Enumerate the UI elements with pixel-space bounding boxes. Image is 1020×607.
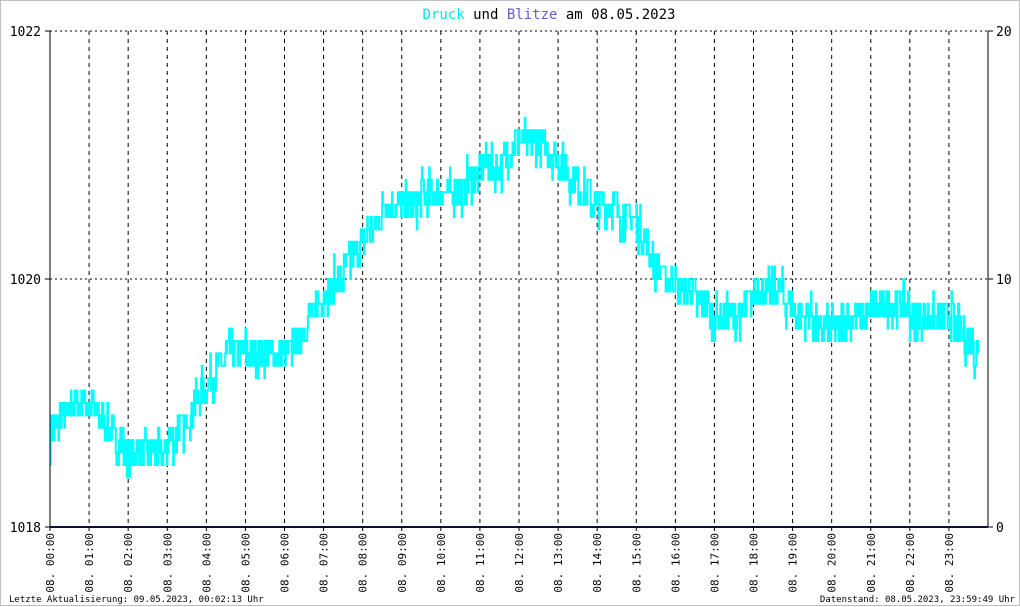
x-tick-label: 08. 18:00 <box>748 533 761 593</box>
x-tick-label: 08. 12:00 <box>513 533 526 593</box>
title-blitze: Blitze <box>507 7 558 23</box>
pressure-series <box>49 116 980 479</box>
y-left-tick-label: 1020 <box>10 273 41 288</box>
y-right-tick-label: 0 <box>996 521 1004 536</box>
x-tick-label: 08. 03:00 <box>161 533 174 593</box>
x-tick-label: 08. 08:00 <box>357 533 370 593</box>
title-druck: Druck <box>423 7 466 23</box>
x-tick-label: 08. 02:00 <box>122 533 135 593</box>
x-tick-label: 08. 13:00 <box>552 533 565 593</box>
grid-lines <box>50 30 988 528</box>
y-left-tick-label: 1018 <box>10 521 41 536</box>
footer-last-update: Letzte Aktualisierung: 09.05.2023, 00:02… <box>9 595 264 605</box>
y-left-tick-label: 1022 <box>10 25 41 40</box>
x-tick-label: 08. 15:00 <box>630 533 643 593</box>
x-tick-label: 08. 09:00 <box>396 533 409 593</box>
footer-data-status: Datenstand: 08.05.2023, 23:59:49 Uhr <box>820 595 1016 605</box>
x-tick-label: 08. 20:00 <box>826 533 839 593</box>
y-right-tick-label: 10 <box>996 273 1012 288</box>
x-tick-label: 08. 05:00 <box>239 533 252 593</box>
x-tick-label: 08. 22:00 <box>904 533 917 593</box>
y-right-tick-label: 20 <box>996 25 1012 40</box>
x-tick-label: 08. 17:00 <box>708 533 721 593</box>
x-tick-label: 08. 14:00 <box>591 533 604 593</box>
x-tick-label: 08. 21:00 <box>865 533 878 593</box>
x-tick-label: 08. 01:00 <box>83 533 96 593</box>
axes <box>45 30 993 531</box>
x-tick-label: 08. 11:00 <box>474 533 487 593</box>
x-tick-label: 08. 23:00 <box>943 533 956 593</box>
x-tick-label: 08. 00:00 <box>44 533 57 593</box>
x-tick-label: 08. 06:00 <box>279 533 292 593</box>
title-date: am 08.05.2023 <box>557 7 675 23</box>
chart-title: Druck und Blitze am 08.05.2023 <box>423 7 676 23</box>
x-tick-label: 08. 04:00 <box>200 533 213 593</box>
x-tick-label: 08. 19:00 <box>787 533 800 593</box>
x-tick-label: 08. 07:00 <box>318 533 331 593</box>
pressure-line <box>49 116 980 479</box>
x-tick-label: 08. 10:00 <box>435 533 448 593</box>
title-und: und <box>465 7 507 23</box>
x-tick-label: 08. 16:00 <box>669 533 682 593</box>
